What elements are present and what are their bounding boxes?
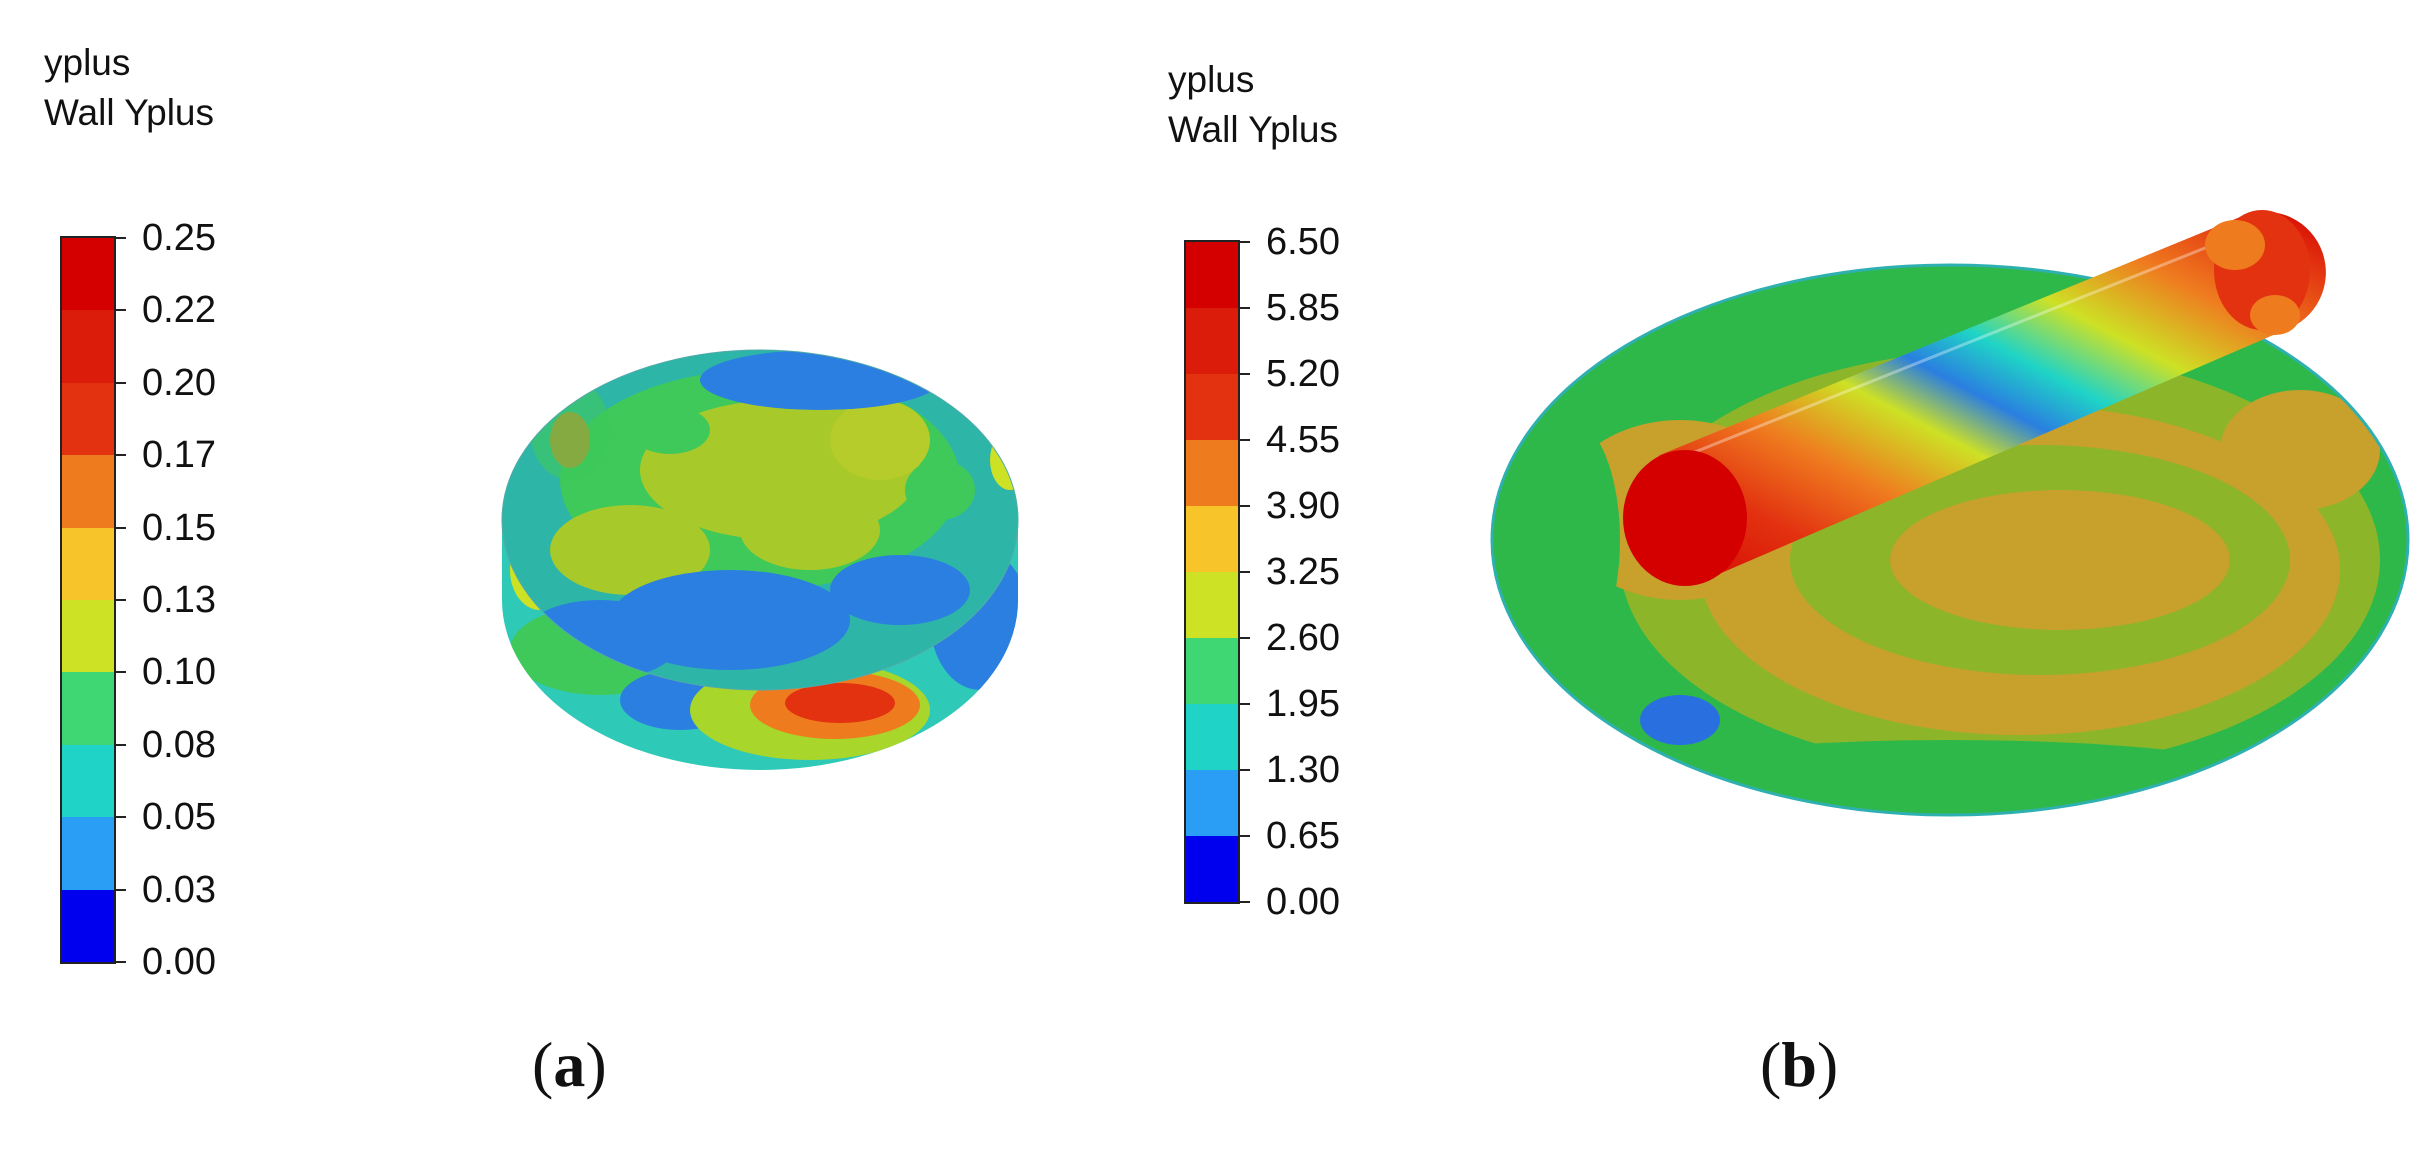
colorbar-tick (116, 526, 126, 529)
colorbar-segment (1186, 242, 1238, 308)
legend-title-line2: Wall Yplus (1168, 109, 1338, 150)
colorbar-tick (1240, 703, 1250, 705)
colorbar-tick-label: 3.25 (1266, 551, 1340, 593)
plate-capsule-geometry-b (1490, 210, 2410, 817)
colorbar-tick-label: 1.30 (1266, 749, 1340, 791)
colorbar-tick (1240, 505, 1250, 507)
colorbar-tick-label: 5.85 (1266, 287, 1340, 329)
colorbar-tick-label: 0.15 (142, 506, 216, 549)
colorbar-segment (1186, 374, 1238, 440)
colorbar-b (1184, 240, 1240, 904)
colorbar-tick-label: 0.20 (142, 361, 216, 404)
colorbar-tick-label: 0.13 (142, 579, 216, 621)
colorbar-segment (62, 889, 114, 962)
colorbar-tick (116, 454, 126, 457)
colorbar-tick-label: 6.50 (1266, 221, 1340, 263)
colorbar-tick (116, 961, 126, 963)
colorbar-segment (1186, 506, 1238, 572)
colorbar-segment (62, 527, 114, 600)
colorbar-segment (1186, 440, 1238, 506)
legend-title-a: yplus Wall Yplus (44, 38, 214, 138)
colorbar-tick-label: 0.25 (142, 217, 216, 259)
colorbar-tick-label: 0.10 (142, 651, 216, 694)
colorbar-tick-label: 0.05 (142, 796, 216, 839)
colorbar-segment (62, 310, 114, 383)
colorbar-tick-label: 0.22 (142, 289, 216, 332)
colorbar-tick-label: 0.00 (1266, 881, 1340, 923)
colorbar-tick-label: 1.95 (1266, 683, 1340, 725)
colorbar-tick (1240, 637, 1250, 639)
colorbar-segment (62, 817, 114, 890)
legend-title-line2: Wall Yplus (44, 92, 214, 133)
disk-geometry-a (501, 349, 1019, 770)
caption-a: (a) (532, 1029, 607, 1100)
capsule-body (1623, 210, 2326, 586)
colorbar-segment (62, 599, 114, 673)
colorbar-tick-label: 3.90 (1266, 485, 1340, 527)
colorbar-tick (116, 888, 126, 891)
colorbar-tick (116, 381, 126, 384)
colorbar-a (60, 236, 116, 964)
colorbar-tick (116, 816, 126, 819)
panel-a: yplus Wall Yplus 0.25 0.22 0.20 0.17 0.15 0.1… (0, 0, 1160, 1150)
colorbar-segment (62, 455, 114, 528)
disk-top-face (502, 350, 1018, 690)
legend-title-line1: yplus (44, 42, 131, 83)
caption-a-letter: a (553, 1029, 586, 1100)
colorbar-tick-label: 4.55 (1266, 419, 1340, 461)
colorbar-tick (1240, 307, 1250, 309)
colorbar-segment (1186, 308, 1238, 374)
colorbar-tick-label: 5.20 (1266, 353, 1340, 395)
colorbar-tick (1240, 769, 1250, 771)
colorbar-tick (116, 309, 126, 312)
colorbar-tick (116, 599, 126, 601)
colorbar-segment (1186, 836, 1238, 902)
colorbar-tick (1240, 571, 1250, 573)
colorbar-segment (62, 672, 114, 745)
colorbar-tick (1240, 241, 1250, 243)
colorbar-tick (116, 237, 126, 239)
panel-b: yplus Wall Yplus 6.50 5.85 5.20 4.55 3.90 3.2… (1160, 0, 2434, 1150)
colorbar-segment (62, 744, 114, 818)
colorbar-tick-label: 2.60 (1266, 617, 1340, 659)
colorbar-segment (1186, 638, 1238, 704)
colorbar-tick (1240, 835, 1250, 837)
colorbar-tick-label: 0.00 (142, 941, 216, 983)
colorbar-tick (116, 743, 126, 746)
colorbar-tick-label: 0.65 (1266, 815, 1340, 857)
caption-b-letter: b (1781, 1029, 1817, 1100)
colorbar-tick (1240, 901, 1250, 903)
legend-title-line1: yplus (1168, 59, 1255, 100)
caption-b: (b) (1760, 1029, 1839, 1100)
colorbar-segment (1186, 572, 1238, 638)
colorbar-tick-label: 0.03 (142, 868, 216, 911)
colorbar-tick (1240, 439, 1250, 441)
colorbar-tick (1240, 373, 1250, 375)
legend-title-b: yplus Wall Yplus (1168, 55, 1338, 155)
colorbar-segment (62, 238, 114, 311)
colorbar-tick-label: 0.17 (142, 434, 216, 477)
colorbar-tick-label: 0.08 (142, 723, 216, 766)
colorbar-segment (62, 382, 114, 456)
colorbar-segment (1186, 770, 1238, 836)
colorbar-segment (1186, 704, 1238, 770)
colorbar-tick (116, 671, 126, 674)
